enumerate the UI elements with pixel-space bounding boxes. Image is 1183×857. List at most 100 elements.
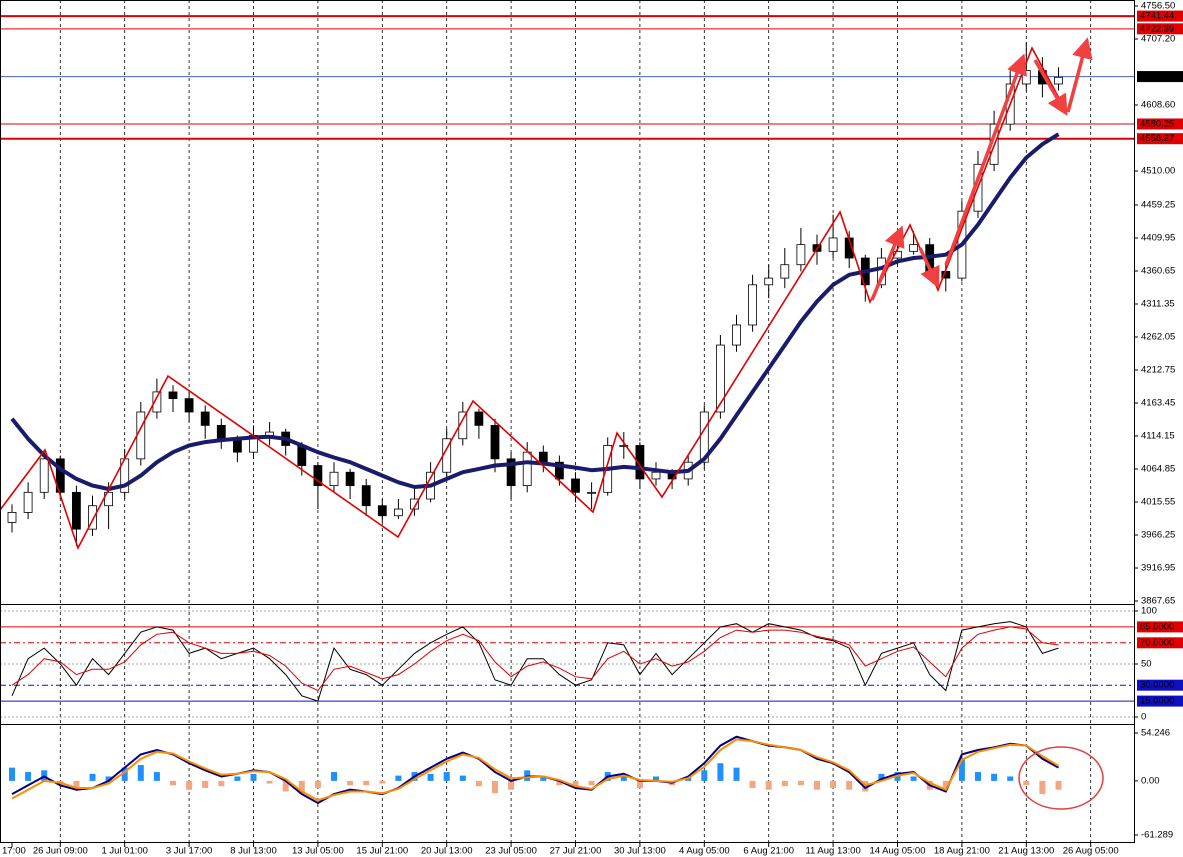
- x-tick-label: 3 Jul 17:00: [166, 846, 212, 857]
- candle-body: [377, 505, 387, 517]
- arrows: [870, 37, 1093, 301]
- histogram-bar: [218, 780, 225, 787]
- histogram-bar: [105, 776, 112, 781]
- histogram-bar: [282, 780, 289, 792]
- level-label: 30.0000: [1140, 680, 1174, 691]
- histogram-bar: [572, 780, 579, 788]
- y-tick-label: 4064.85: [1141, 464, 1175, 475]
- level-label: 4741.44: [1140, 11, 1174, 22]
- candle-body: [168, 391, 178, 400]
- y-tick-label: 3966.25: [1141, 530, 1175, 541]
- y-tick-label: 4459.25: [1141, 199, 1175, 210]
- histogram-bar: [475, 780, 482, 787]
- histogram-bar: [991, 773, 998, 781]
- macd-line: [11, 738, 1060, 802]
- histogram-bar: [331, 772, 337, 781]
- candle-body: [619, 445, 629, 447]
- histogram-bar: [298, 780, 305, 795]
- level-label: 85.0000: [1140, 621, 1174, 632]
- candle-body: [522, 451, 532, 487]
- candle-body: [55, 458, 65, 493]
- candle-body: [216, 424, 226, 440]
- histogram-bar: [620, 776, 627, 781]
- level-label-box: [1137, 10, 1183, 22]
- histogram-bar: [781, 780, 788, 787]
- histogram-bar: [878, 773, 885, 781]
- candle-body: [555, 461, 564, 480]
- candle-body: [796, 244, 806, 266]
- candle-body: [200, 411, 210, 426]
- histogram-bar: [636, 780, 643, 788]
- histogram-bar: [347, 780, 354, 786]
- y-tick-label: 4114.15: [1141, 431, 1175, 442]
- histogram-bar: [508, 780, 515, 790]
- histogram-bar: [9, 767, 15, 781]
- level-label: 4558.27: [1140, 133, 1174, 144]
- candle-body: [780, 264, 790, 279]
- histogram-bar: [942, 780, 949, 788]
- histogram-bar: [1055, 780, 1062, 790]
- histogram-bar: [427, 773, 434, 781]
- histogram-bar: [910, 776, 917, 781]
- histogram-bar: [121, 767, 128, 781]
- candle-body: [7, 512, 17, 523]
- x-tick-label: 27 Jul 21:00: [550, 846, 602, 857]
- x-tick-label: 14 Aug 05:00: [870, 846, 926, 857]
- y-tick-label: 4510.00: [1141, 166, 1175, 177]
- candle-body: [506, 458, 516, 487]
- histogram-bar: [1039, 780, 1046, 795]
- histogram-bar: [653, 776, 659, 781]
- histogram-bar: [749, 780, 756, 788]
- candle-body: [764, 277, 774, 286]
- candle-body: [361, 485, 371, 507]
- level-label: 70.0000: [1140, 637, 1174, 648]
- histogram-bar: [363, 780, 370, 786]
- candle-body: [184, 398, 194, 413]
- histogram-bar: [1023, 780, 1030, 786]
- histogram-bar: [250, 773, 257, 781]
- candle-body: [732, 324, 741, 346]
- histogram-bar: [202, 780, 209, 788]
- candle-body: [152, 391, 162, 413]
- histogram-bar: [492, 780, 498, 794]
- arrow: [1066, 37, 1093, 113]
- histogram-bar: [234, 776, 241, 781]
- candle-body: [893, 250, 902, 259]
- histogram-bar: [153, 772, 160, 781]
- arrow: [870, 225, 905, 301]
- candle-body: [393, 508, 403, 517]
- histogram-bar: [25, 772, 32, 781]
- level-label-box: [1137, 133, 1183, 145]
- histogram-bar: [89, 773, 96, 781]
- candle-body: [136, 411, 146, 460]
- oscillator-line: [11, 626, 1059, 692]
- candle-body: [651, 471, 661, 480]
- candle-body: [828, 237, 838, 252]
- histogram-bar: [1007, 776, 1014, 781]
- oscillator-line: [11, 621, 1059, 702]
- level-label-box: [1137, 118, 1183, 130]
- level-label-box: [1137, 23, 1183, 35]
- histogram-bar: [846, 780, 853, 790]
- x-tick-label: 26 Jun 09:00: [33, 846, 88, 857]
- histogram-bar: [975, 772, 981, 781]
- candle-body: [410, 498, 419, 510]
- histogram-bar: [379, 780, 386, 784]
- level-label: 4580.25: [1140, 118, 1174, 129]
- candle-body: [490, 424, 500, 460]
- histogram-bar: [186, 780, 193, 790]
- histogram-bar: [170, 780, 176, 786]
- y-tick-label: 4015.55: [1141, 497, 1175, 508]
- candle-body: [909, 244, 918, 252]
- candle-body: [716, 344, 725, 413]
- data-layer: [7, 42, 1063, 805]
- arrow: [944, 53, 1027, 266]
- grid-layer: [0, 0, 1135, 843]
- histogram-bar: [765, 780, 772, 790]
- y-tick-label: 4409.95: [1141, 232, 1175, 243]
- y-tick-label: 50: [1141, 659, 1152, 670]
- x-tick-label: 20 Jul 13:00: [421, 846, 473, 857]
- y-tick-label: 100: [1141, 606, 1157, 617]
- x-tick-label: 8 Jul 13:00: [230, 846, 276, 857]
